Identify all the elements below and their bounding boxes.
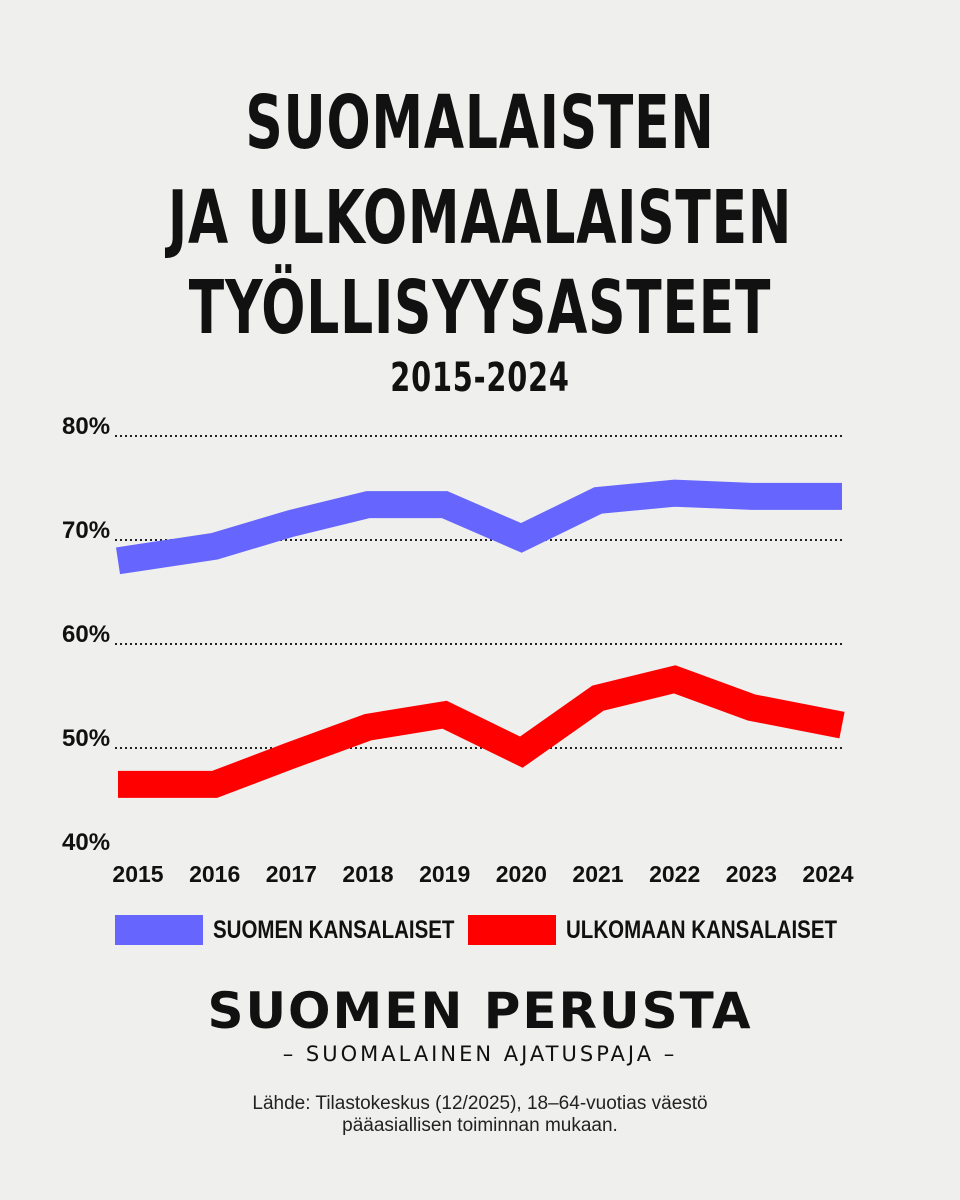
legend-item-ulkomaan: ULKOMAAN KANSALAISET (468, 912, 897, 948)
x-tick-label: 2018 (342, 861, 393, 887)
series-line-suomen (115, 479, 842, 575)
y-tick-label: 50% (62, 725, 110, 752)
legend-label-ulkomaan: ULKOMAAN KANSALAISET (566, 915, 838, 944)
x-tick-label: 2017 (266, 861, 317, 887)
y-tick-label: 60% (62, 621, 110, 648)
series-line-ulkomaan (118, 665, 845, 798)
source-line-1: Lähde: Tilastokeskus (12/2025), 18–64-vu… (252, 1093, 708, 1114)
legend-swatch-suomen (115, 915, 203, 945)
line-chart: 40% 50% 60% 70% 80% 2015 2016 2017 2018 2019 2020 2… (62, 413, 854, 887)
chart-subtitle: 2015-2024 (390, 355, 570, 401)
brand-tagline: – SUOMALAINEN AJATUSPAJA – (282, 1042, 678, 1066)
source-line-2: pääasiallisen toiminnan mukaan. (342, 1115, 618, 1136)
source-note: Lähde: Tilastokeskus (12/2025), 18–64-vu… (0, 1093, 960, 1137)
y-tick-label: 40% (62, 829, 110, 856)
legend-swatch-ulkomaan (468, 915, 556, 945)
x-tick-label: 2019 (419, 861, 470, 887)
chart-title-line-1: SUOMALAISTEN (245, 80, 715, 166)
y-tick-label: 80% (62, 413, 110, 440)
x-tick-label: 2020 (496, 861, 547, 887)
x-tick-label: 2024 (802, 861, 853, 887)
chart-title-line-3: TYÖLLISYYSASTEET (188, 265, 772, 351)
brand-logo-text: SUOMEN PERUSTA (207, 982, 753, 1040)
x-tick-label: 2022 (649, 861, 700, 887)
legend-label-suomen: SUOMEN KANSALAISET (213, 915, 455, 944)
x-tick-label: 2023 (726, 861, 777, 887)
x-tick-label: 2021 (572, 861, 623, 887)
chart-title-line-2: JA ULKOMAALAISTEN (167, 175, 793, 261)
x-tick-label: 2015 (112, 861, 163, 887)
x-tick-label: 2016 (189, 861, 240, 887)
legend-item-suomen: SUOMEN KANSALAISET (115, 912, 507, 948)
y-tick-label: 70% (62, 517, 110, 544)
